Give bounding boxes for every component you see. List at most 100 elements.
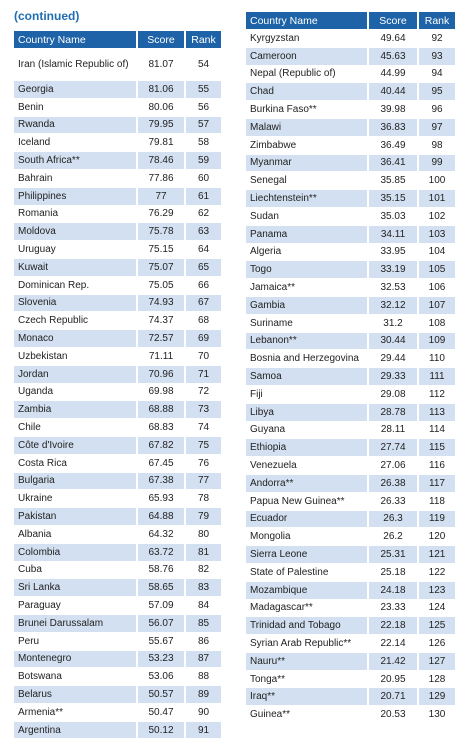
cell-score: 72.57	[136, 329, 184, 347]
cell-rank: 82	[184, 560, 221, 579]
cell-rank: 123	[417, 580, 455, 599]
cell-rank: 85	[184, 613, 221, 632]
cell-score: 29.44	[367, 349, 417, 368]
cell-score: 29.33	[367, 367, 417, 385]
cell-rank: 71	[184, 364, 221, 383]
cell-rank: 113	[417, 402, 455, 421]
cell-rank: 77	[184, 471, 221, 490]
cell-country: Papua New Guinea**	[246, 491, 367, 510]
cell-country: Libya	[246, 402, 367, 421]
table-row: Kyrgyzstan 49.64 92	[246, 29, 455, 47]
cell-score: 39.98	[367, 100, 417, 118]
cell-score: 79.95	[136, 115, 184, 134]
table-row: Tonga** 20.95 128	[246, 669, 455, 688]
cell-country: Uruguay	[14, 240, 136, 258]
cell-score: 35.85	[367, 171, 417, 190]
table-row: Papua New Guinea** 26.33 118	[246, 491, 455, 510]
table-row: State of Palestine 25.18 122	[246, 562, 455, 581]
table-row: Myanmar 36.41 99	[246, 153, 455, 172]
table-row: Libya 28.78 113	[246, 402, 455, 421]
cell-score: 53.06	[136, 667, 184, 686]
cell-score: 20.95	[367, 669, 417, 688]
table-row: Guinea** 20.53 130	[246, 705, 455, 724]
cell-score: 64.32	[136, 524, 184, 543]
cell-rank: 73	[184, 400, 221, 419]
cell-rank: 76	[184, 453, 221, 472]
header-country-name: Country Name	[246, 12, 367, 29]
cell-country: Panama	[246, 224, 367, 243]
cell-rank: 84	[184, 596, 221, 614]
cell-score: 36.49	[367, 135, 417, 154]
table-row: Kuwait 75.07 65	[14, 257, 221, 276]
table-row: Pakistan 64.88 79	[14, 507, 221, 525]
cell-rank: 128	[417, 669, 455, 688]
cell-score: 74.93	[136, 293, 184, 312]
cell-rank: 89	[184, 685, 221, 703]
cell-rank: 91	[184, 720, 221, 739]
table-row: Bosnia and Herzegovina 29.44 110	[246, 349, 455, 368]
cell-score: 56.07	[136, 613, 184, 632]
table-row: Malawi 36.83 97	[246, 117, 455, 136]
cell-score: 77	[136, 186, 184, 205]
table-row: Senegal 35.85 100	[246, 171, 455, 190]
cell-country: Sudan	[246, 206, 367, 225]
cell-score: 25.31	[367, 545, 417, 563]
cell-rank: 62	[184, 204, 221, 223]
header-rank: Rank	[417, 12, 455, 29]
ranking-table-left: Country Name Score Rank Iran (Islamic Re…	[14, 31, 221, 739]
cell-score: 26.3	[367, 509, 417, 528]
cell-rank: 125	[417, 616, 455, 635]
table-row: Czech Republic 74.37 68	[14, 311, 221, 330]
cell-country: Bosnia and Herzegovina	[246, 349, 367, 368]
cell-country: Myanmar	[246, 153, 367, 172]
header-score: Score	[136, 31, 184, 48]
table-row: Samoa 29.33 111	[246, 367, 455, 385]
table-row: Uganda 69.98 72	[14, 382, 221, 401]
cell-score: 28.78	[367, 402, 417, 421]
cell-score: 68.88	[136, 400, 184, 419]
cell-country: Iceland	[14, 133, 136, 152]
cell-rank: 120	[417, 527, 455, 546]
cell-score: 58.65	[136, 578, 184, 597]
cell-score: 74.37	[136, 311, 184, 330]
table-row: Bulgaria 67.38 77	[14, 471, 221, 490]
table-row: Sierra Leone 25.31 121	[246, 545, 455, 563]
cell-rank: 60	[184, 168, 221, 187]
cell-score: 33.95	[367, 242, 417, 261]
cell-country: Monaco	[14, 329, 136, 347]
cell-country: Chad	[246, 82, 367, 101]
table-row: Sri Lanka 58.65 83	[14, 578, 221, 597]
cell-country: Ecuador	[246, 509, 367, 528]
cell-score: 45.63	[367, 46, 417, 65]
cell-rank: 105	[417, 260, 455, 279]
table-row: Moldova 75.78 63	[14, 222, 221, 241]
table-row: Colombia 63.72 81	[14, 542, 221, 561]
cell-country: Sri Lanka	[14, 578, 136, 597]
table-body-left: Iran (Islamic Republic of) 81.07 54 Georgia…	[14, 48, 221, 739]
cell-rank: 74	[184, 418, 221, 436]
cell-country: Chile	[14, 418, 136, 436]
table-row: Andorra** 26.38 117	[246, 473, 455, 492]
cell-rank: 63	[184, 222, 221, 241]
table-row: Albania 64.32 80	[14, 524, 221, 543]
cell-score: 80.06	[136, 97, 184, 116]
cell-score: 81.06	[136, 80, 184, 98]
cell-rank: 68	[184, 311, 221, 330]
table-row: Cameroon 45.63 93	[246, 46, 455, 65]
table-row: Fiji 29.08 112	[246, 384, 455, 403]
cell-country: Suriname	[246, 313, 367, 332]
table-header-row: Country Name Score Rank	[14, 31, 221, 48]
cell-score: 67.38	[136, 471, 184, 490]
cell-country: Samoa	[246, 367, 367, 385]
cell-country: Dominican Rep.	[14, 275, 136, 294]
table-row: Philippines 77 61	[14, 186, 221, 205]
cell-score: 32.12	[367, 295, 417, 314]
table-row: Venezuela 27.06 116	[246, 456, 455, 474]
cell-score: 22.18	[367, 616, 417, 635]
cell-score: 25.18	[367, 562, 417, 581]
cell-rank: 97	[417, 117, 455, 136]
cell-score: 50.57	[136, 685, 184, 703]
cell-score: 68.83	[136, 418, 184, 436]
table-body-right: Kyrgyzstan 49.64 92 Cameroon 45.63 93 Nepal (R…	[246, 29, 455, 724]
cell-country: Rwanda	[14, 115, 136, 134]
